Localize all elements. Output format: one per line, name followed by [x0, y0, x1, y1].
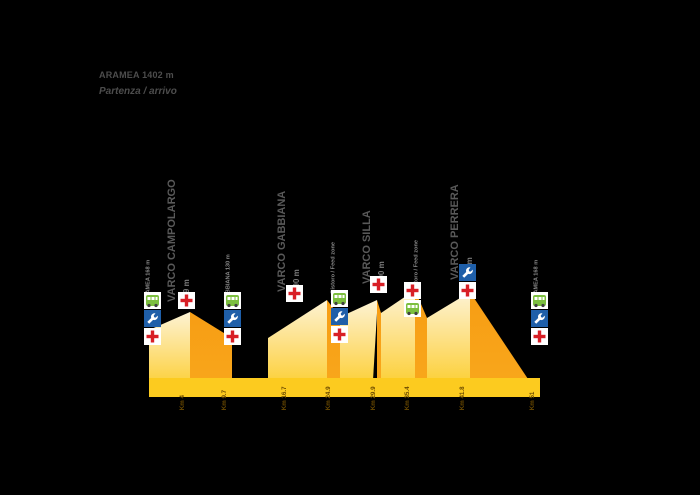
km-tick-label: Km 24.9 [324, 386, 332, 411]
poi-label-text: VARCO SILLA [361, 210, 373, 284]
medical-cross-icon [404, 282, 421, 299]
medical-cross-icon [224, 328, 241, 345]
bus-icon [331, 290, 348, 307]
badge-stack-varco-perrera [459, 264, 476, 299]
poi-label-text: VARCO GABBIANA [276, 190, 288, 292]
wrench-icon [531, 310, 548, 327]
badge-stack-finish [531, 292, 548, 345]
badge-stack-gabbiana [224, 292, 241, 345]
km-tick-label: Km 16.7 [280, 386, 288, 411]
medical-cross-icon [331, 326, 348, 343]
wrench-icon [144, 310, 161, 327]
badge-stack-varco-silla [370, 276, 387, 293]
badge-stack-ristoro-1 [331, 290, 348, 343]
km-tick-label: Km 51 [528, 391, 536, 411]
km-tick-label: Km 4 [178, 395, 186, 411]
profile-base-strip [149, 378, 540, 397]
medical-cross-icon [286, 285, 303, 302]
page-subtitle: Partenza / arrivo [99, 86, 177, 97]
medical-cross-icon [370, 276, 387, 293]
km-tick-label: Km 35.4 [403, 386, 411, 411]
wrench-icon [459, 264, 476, 281]
chart-title-block: ARAMEA 1402 m Partenza / arrivo [99, 70, 177, 98]
medical-cross-icon [178, 292, 195, 309]
bus-icon [404, 300, 421, 317]
badge-stack-varco-gabbiana [286, 285, 303, 302]
badge-stack-ristoro-2 [404, 282, 421, 317]
km-tick-label: Km 9.7 [220, 389, 228, 411]
km-tick-label: Km 29.9 [369, 386, 377, 411]
page-title: ARAMEA 1402 m [99, 70, 174, 80]
poi-label-text: Ristoro / Feed zone [330, 242, 337, 294]
km-tick-label: Km 41.8 [458, 386, 466, 411]
bus-icon [531, 292, 548, 309]
medical-cross-icon [144, 328, 161, 345]
bus-icon [144, 292, 161, 309]
medical-cross-icon [459, 282, 476, 299]
wrench-icon [331, 308, 348, 325]
wrench-icon [224, 310, 241, 327]
poi-label-text: VARCO CAMPOLARGO [166, 179, 178, 302]
bus-icon [224, 292, 241, 309]
medical-cross-icon [531, 328, 548, 345]
badge-stack-varco-campolargo [178, 292, 195, 309]
badge-stack-start [144, 292, 161, 345]
